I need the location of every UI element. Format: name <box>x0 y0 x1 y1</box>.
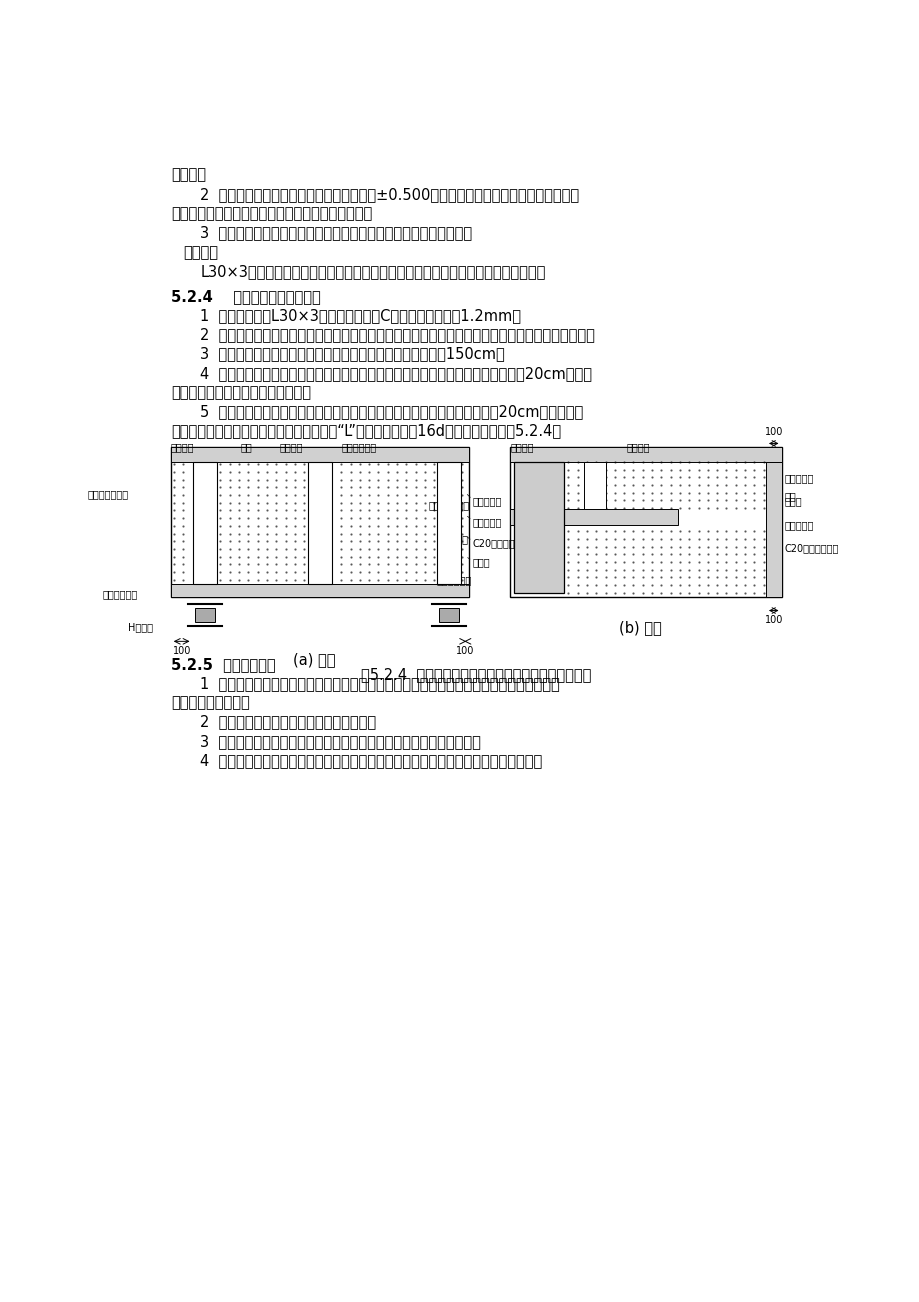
Text: 焚钉: 焚钉 <box>240 441 252 452</box>
Text: 角锂固定: 角锂固定 <box>183 245 218 260</box>
Bar <box>437 462 461 585</box>
Bar <box>510 447 780 462</box>
Text: 纵向锂筋: 纵向锂筋 <box>626 441 650 452</box>
Text: 焚钉: 焚钉 <box>784 492 796 501</box>
Text: 2  承重配件于封板前使用角锂及锂筋加强。: 2 承重配件于封板前使用角锂及锂筋加强。 <box>200 715 376 729</box>
Bar <box>171 447 469 462</box>
Text: H型锂柱: H型锂柱 <box>442 534 468 544</box>
Text: C20自密实混凝土: C20自密实混凝土 <box>784 543 838 553</box>
Text: 纵向锂筋: 纵向锂筋 <box>279 441 302 452</box>
Text: H型锂柱: H型锂柱 <box>128 622 153 631</box>
Text: 格后方可封锂板网。: 格后方可封锂板网。 <box>171 695 249 710</box>
Text: 5.2.5  水电管线预埋: 5.2.5 水电管线预埋 <box>171 656 275 672</box>
Text: 2  轻锂龙骨立柱中心间距按高度而定，并视挂墙面贴面层材料的重量增加轻型锂骨厚度及增强措施。: 2 轻锂龙骨立柱中心间距按高度而定，并视挂墙面贴面层材料的重量增加轻型锂骨厚度及… <box>200 327 595 342</box>
Text: C20自密实混凝土: C20自密实混凝土 <box>471 538 526 548</box>
Text: 横向锂筋: 横向锂筋 <box>171 441 194 452</box>
Bar <box>438 608 459 622</box>
Text: 4  电筱及大直径管，须埋设柱内或另设管道井处理，一般小断面管线直接埋设于墙内。: 4 电筱及大直径管，须埋设柱内或另设管道井处理，一般小断面管线直接埋设于墙内。 <box>200 753 542 768</box>
Text: 图5.2.4  轻锂龙骨构架混凝土抗裂填充墙与锂柱结合图: 图5.2.4 轻锂龙骨构架混凝土抗裂填充墙与锂柱结合图 <box>360 668 591 682</box>
Text: 锂骨架立柱: 锂骨架立柱 <box>784 474 813 483</box>
Text: 1  水电管线预埋须于轻锂龙骨焚接加强后，单面网铺设前进行施工，并经水电工程师验收合: 1 水电管线预埋须于轻锂龙骨焚接加强后，单面网铺设前进行施工，并经水电工程师验收… <box>200 676 560 691</box>
Text: 100: 100 <box>456 646 474 656</box>
Bar <box>171 585 469 596</box>
Text: 2  以高程控制网为依据，用闭合回路法，将±0.500标高引测至一层柱（墙）上，并用红三: 2 以高程控制网为依据，用闭合回路法，将±0.500标高引测至一层柱（墙）上，并… <box>200 187 579 202</box>
Text: 角做好标记，以后各层标高均以此为依据分别引测。: 角做好标记，以后各层标高均以此为依据分别引测。 <box>171 206 371 221</box>
Bar <box>307 462 332 585</box>
Bar <box>192 462 217 585</box>
Text: 1  轻锂龙骨焚于L30×3角铁及锂柱上，C型锂厚度不得小于1.2mm。: 1 轻锂龙骨焚于L30×3角铁及锂柱上，C型锂厚度不得小于1.2mm。 <box>200 309 521 323</box>
Bar <box>171 447 469 596</box>
Text: 4  与混凝土结构墙、柱结合时，先将轻锂龙骨用膨胀螺丝固定至墙上，膨胀螺丝每20cm一处，: 4 与混凝土结构墙、柱结合时，先将轻锂龙骨用膨胀螺丝固定至墙上，膨胀螺丝每20c… <box>200 366 592 380</box>
Text: 固定后再进行横向墙体锂筋的植筋。: 固定后再进行横向墙体锂筋的植筋。 <box>171 385 311 400</box>
Text: 锂管架立柱间距: 锂管架立柱间距 <box>87 488 128 499</box>
Text: 自攻螺丝钉: 自攻螺丝钉 <box>471 517 501 527</box>
Text: 100: 100 <box>764 427 782 437</box>
Bar <box>195 608 215 622</box>
Text: 锂骨架立柱锂距: 锂骨架立柱锂距 <box>428 500 470 510</box>
Text: 水泥沙浆基层: 水泥沙浆基层 <box>103 589 138 599</box>
Text: 3  浇筑混凝土前须先标记要开孔位置以便于浇筑完混凝土后打凿清孔。: 3 浇筑混凝土前须先标记要开孔位置以便于浇筑完混凝土后打凿清孔。 <box>200 734 481 749</box>
Text: (a) 中柱: (a) 中柱 <box>292 652 335 667</box>
Text: 5  与锂柱、锂架结合时，先将轻锂龙骨用电焚固定至锂柱或锂架上，焚点每20cm一处，然后: 5 与锂柱、锂架结合时，先将轻锂龙骨用电焚固定至锂柱或锂架上，焚点每20cm一处… <box>200 404 583 419</box>
Text: 3  每处外墙结构转角焚上控制点，并以钓丝线固定做墙面基准边线。: 3 每处外墙结构转角焚上控制点，并以钓丝线固定做墙面基准边线。 <box>200 225 471 241</box>
Bar <box>766 462 780 596</box>
Text: 行复核。: 行复核。 <box>171 167 206 182</box>
Text: 水泥沙浆基层: 水泥沙浆基层 <box>341 441 376 452</box>
Text: (b) 角柱: (b) 角柱 <box>618 620 661 635</box>
Text: 水泥沙浆基层: 水泥沙浆基层 <box>437 575 471 585</box>
Bar <box>514 462 564 592</box>
Bar <box>510 509 677 525</box>
Text: 锂骨架立柱: 锂骨架立柱 <box>471 496 501 506</box>
Text: 100: 100 <box>172 646 190 656</box>
Bar <box>510 447 780 596</box>
Text: 5.2.4    锂骨架安装及锂筋安装: 5.2.4 锂骨架安装及锂筋安装 <box>171 289 320 303</box>
Text: 3  轻锂龙骨立柱应加入横向扁锂为水平支撑，其间距不得大于150cm。: 3 轻锂龙骨立柱应加入横向扁锂为水平支撑，其间距不得大于150cm。 <box>200 346 505 362</box>
Text: 横向锂筋: 横向锂筋 <box>510 441 533 452</box>
Text: 锂板网: 锂板网 <box>784 496 801 506</box>
Text: 100: 100 <box>764 615 782 625</box>
Text: L30×3角锂做墙面两侧定位，焚于墙底、墙顶（或上层梁底）做为轻锂龙骨固定用。: L30×3角锂做墙面两侧定位，焚于墙底、墙顶（或上层梁底）做为轻锂龙骨固定用。 <box>200 264 545 279</box>
Bar <box>584 462 605 509</box>
Text: 再进行横向墙体锂筋焚接，横向锂筋端头为“L”型，弯折长度为16d，单面满焚。见图5.2.4。: 再进行横向墙体锂筋焚接，横向锂筋端头为“L”型，弯折长度为16d，单面满焚。见图… <box>171 423 561 439</box>
Text: 自攻螺丝钉: 自攻螺丝钉 <box>784 519 813 530</box>
Text: 锂板网: 锂板网 <box>471 557 490 568</box>
